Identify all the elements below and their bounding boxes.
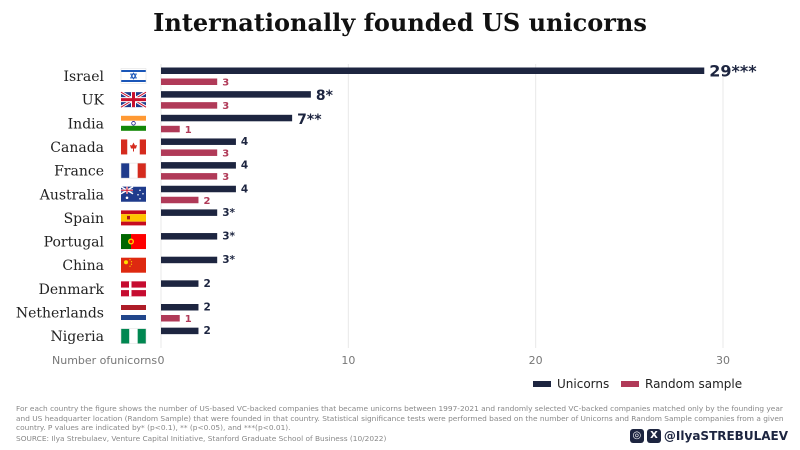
random-sample-value-label: 1	[185, 314, 192, 325]
australia-flag-icon	[120, 186, 146, 202]
legend-swatch-random-sample	[621, 381, 639, 387]
uk-flag-icon	[120, 90, 147, 109]
legend-label-random-sample: Random sample	[645, 377, 742, 391]
unicorns-value-label: 4	[241, 136, 248, 148]
unicorns-bar	[161, 185, 236, 193]
unicorns-value-label: 7**	[297, 112, 322, 128]
random-sample-value-label: 3	[222, 78, 229, 89]
unicorns-bar	[161, 114, 293, 122]
footnote: For each country the figure shows the nu…	[16, 404, 784, 432]
unicorns-bar	[161, 256, 218, 264]
nigeria-flag-icon	[120, 328, 147, 344]
unicorns-bar	[161, 209, 218, 216]
random-sample-bar	[161, 149, 218, 156]
category-label: Australia	[39, 187, 104, 203]
legend-swatch-unicorns	[533, 381, 551, 387]
random-sample-bar	[161, 102, 218, 109]
category-label: Denmark	[39, 282, 105, 298]
unicorns-value-label: 4	[241, 160, 248, 172]
random-sample-value-label: 3	[222, 172, 229, 183]
netherlands-flag-icon	[121, 305, 146, 320]
unicorns-bar	[161, 67, 705, 74]
bar-chart: 0 10 20 30 Number ofunicorns Israel 29*** 3 UK 8*…	[16, 62, 757, 392]
chart-title: Internationally founded US unicorns	[153, 8, 647, 37]
category-label: Netherlands	[16, 306, 104, 322]
x-tick-label: 30	[716, 354, 730, 367]
unicorns-bar	[161, 327, 199, 335]
unicorns-value-label: 29***	[709, 62, 757, 81]
random-sample-bar	[161, 125, 180, 133]
random-sample-value-label: 2	[203, 196, 210, 207]
unicorns-value-label: 3*	[222, 207, 235, 219]
category-label: Israel	[63, 69, 104, 85]
random-sample-bar	[161, 315, 180, 322]
unicorns-value-label: 8*	[316, 88, 334, 104]
random-sample-value-label: 3	[222, 101, 229, 112]
unicorns-value-label: 2	[203, 302, 210, 314]
unicorns-value-label: 2	[203, 325, 210, 337]
unicorns-bar	[161, 280, 199, 287]
portugal-flag-icon	[121, 234, 146, 250]
random-sample-bar	[161, 78, 218, 85]
unicorns-value-label: 3*	[222, 231, 235, 243]
random-sample-value-label: 3	[222, 148, 229, 159]
random-sample-bar	[161, 196, 199, 204]
unicorns-bar	[161, 162, 236, 169]
category-label: UK	[82, 93, 105, 109]
category-label: Spain	[64, 211, 104, 227]
author-handle: ◎ X @IlyaSTREBULAEV	[629, 429, 788, 443]
random-sample-value-label: 1	[185, 125, 192, 136]
random-sample-bar	[161, 173, 218, 180]
category-label: France	[54, 164, 104, 180]
x-tick-label: 20	[529, 354, 543, 367]
unicorns-bar	[161, 138, 236, 145]
category-label: India	[68, 116, 104, 132]
category-label: Portugal	[44, 235, 105, 251]
denmark-flag-icon	[121, 281, 146, 297]
unicorns-bar	[161, 304, 199, 311]
canada-flag-icon	[121, 139, 146, 155]
legend-label-unicorns: Unicorns	[557, 377, 609, 391]
china-flag-icon	[121, 257, 146, 273]
x-tick-label: 0	[158, 354, 165, 367]
spain-flag-icon	[121, 210, 146, 226]
instagram-icon: ◎	[629, 429, 644, 443]
handle-text: @IlyaSTREBULAEV	[663, 429, 788, 443]
france-flag-icon	[120, 162, 147, 179]
unicorns-value-label: 2	[203, 278, 210, 290]
x-axis-label: Number ofunicorns	[52, 354, 157, 367]
x-tick-label: 10	[341, 354, 355, 367]
source-text: SOURCE: Ilya Strebulaev, Venture Capital…	[16, 434, 387, 443]
x-icon: X	[646, 429, 661, 443]
unicorns-value-label: 4	[241, 183, 248, 195]
category-label: Nigeria	[51, 329, 105, 345]
unicorns-bar	[161, 233, 218, 240]
india-flag-icon	[121, 115, 146, 131]
category-label: China	[62, 258, 104, 274]
category-label: Canada	[50, 140, 104, 156]
unicorns-bar	[161, 91, 311, 98]
israel-flag-icon	[120, 68, 147, 84]
unicorns-value-label: 3*	[222, 254, 235, 266]
